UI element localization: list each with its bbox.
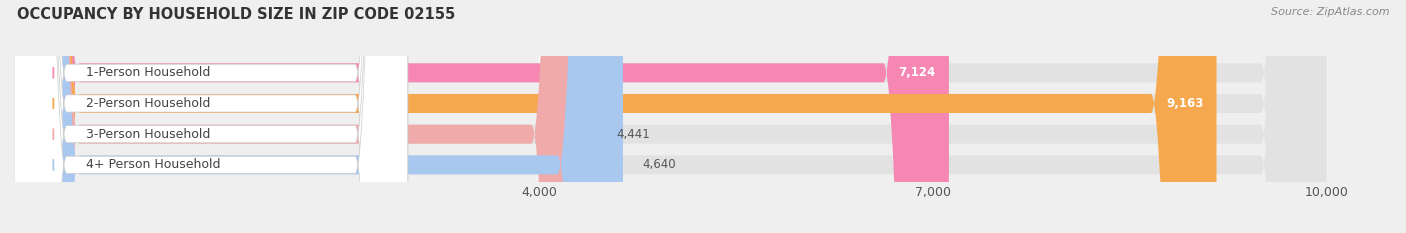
Text: Source: ZipAtlas.com: Source: ZipAtlas.com: [1271, 7, 1389, 17]
Text: 4+ Person Household: 4+ Person Household: [86, 158, 221, 171]
FancyBboxPatch shape: [14, 0, 408, 233]
FancyBboxPatch shape: [14, 0, 1326, 233]
Text: 1-Person Household: 1-Person Household: [86, 66, 211, 79]
Text: 7,124: 7,124: [898, 66, 936, 79]
FancyBboxPatch shape: [14, 0, 408, 233]
Text: 9,163: 9,163: [1166, 97, 1204, 110]
Text: OCCUPANCY BY HOUSEHOLD SIZE IN ZIP CODE 02155: OCCUPANCY BY HOUSEHOLD SIZE IN ZIP CODE …: [17, 7, 456, 22]
FancyBboxPatch shape: [14, 0, 1326, 233]
Text: 4,640: 4,640: [643, 158, 676, 171]
FancyBboxPatch shape: [14, 0, 1216, 233]
Text: 2-Person Household: 2-Person Household: [86, 97, 211, 110]
FancyBboxPatch shape: [14, 0, 623, 233]
Text: 4,441: 4,441: [616, 128, 650, 141]
FancyBboxPatch shape: [14, 0, 949, 233]
FancyBboxPatch shape: [14, 0, 1326, 233]
FancyBboxPatch shape: [14, 0, 408, 233]
FancyBboxPatch shape: [14, 0, 408, 233]
Text: 3-Person Household: 3-Person Household: [86, 128, 211, 141]
FancyBboxPatch shape: [14, 0, 1326, 233]
FancyBboxPatch shape: [14, 0, 596, 233]
